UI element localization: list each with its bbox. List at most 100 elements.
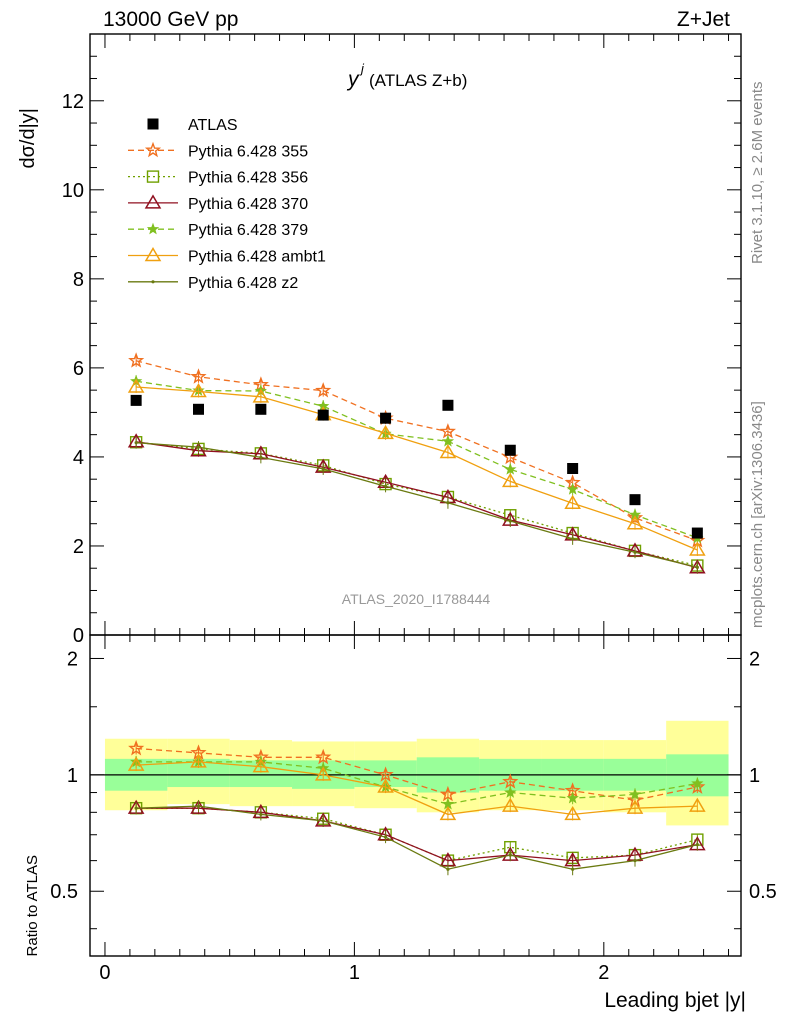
ratio-data-point — [134, 806, 138, 810]
ratio-data-point — [259, 812, 263, 817]
ratio-data-point — [439, 785, 456, 802]
data-point — [190, 368, 207, 384]
ratio-data-point — [314, 766, 332, 781]
series-line — [136, 441, 698, 567]
legend-marker — [144, 194, 162, 209]
ratio-y-tick-label: 0.5 — [50, 881, 78, 903]
y-tick-label: 10 — [62, 180, 84, 202]
legend-label: Pythia 6.428 z2 — [188, 275, 298, 292]
ratio-data-point — [564, 805, 581, 821]
data-point — [501, 472, 519, 488]
x-tick-label: 2 — [598, 962, 609, 984]
legend-label: Pythia 6.428 370 — [188, 196, 308, 213]
legend-item: Pythia 6.428 379 — [128, 222, 308, 239]
legend-label: Pythia 6.428 356 — [188, 170, 308, 187]
data-point — [130, 394, 142, 406]
ratio-data-point — [695, 843, 699, 847]
ratio-y-tick-label: 1 — [67, 765, 78, 787]
ratio-y-tick-label-right: 0.5 — [749, 881, 777, 903]
ratio-data-point — [315, 748, 332, 765]
data-point — [504, 444, 516, 456]
data-point — [315, 382, 332, 398]
ratio-data-point — [128, 739, 145, 756]
ratio-data-point — [127, 756, 145, 771]
ratio-data-point — [628, 787, 642, 800]
legend-marker — [146, 222, 160, 235]
data-point — [252, 388, 270, 403]
legend-item: Pythia 6.428 370 — [128, 194, 308, 213]
data-point — [127, 378, 145, 393]
ratio-data-point — [502, 773, 519, 789]
legend-label: Pythia 6.428 379 — [188, 222, 308, 239]
ratio-data-point — [252, 758, 270, 773]
ratio-y-axis-label: Ratio to ATLAS — [24, 855, 41, 956]
analysis-watermark: ATLAS_2020_I1788444 — [342, 591, 491, 607]
legend-item: Pythia 6.428 z2 — [128, 275, 298, 292]
series-line — [136, 441, 698, 569]
data-point — [446, 501, 450, 505]
x-axis-label: Leading bjet |y| — [604, 989, 746, 1012]
data-point — [508, 519, 512, 523]
data-point — [626, 515, 644, 530]
data-point — [255, 403, 267, 415]
title-superscript: j — [359, 61, 365, 76]
ratio-data-point — [633, 859, 637, 863]
data-point — [691, 527, 703, 539]
legend-item: ATLAS — [147, 117, 238, 134]
ratio-data-point — [691, 777, 704, 789]
y-tick-label: 4 — [73, 447, 84, 469]
legend-item: Pythia 6.428 356 — [128, 170, 308, 187]
legend-label: Pythia 6.428 ambt1 — [188, 249, 326, 266]
main-plot-title: y j (ATLAS Z+b) — [346, 61, 467, 91]
legend-marker — [144, 247, 162, 262]
x-tick-label: 0 — [99, 962, 110, 984]
ratio-series-line — [136, 747, 698, 801]
ratio-y-tick-label-right: 2 — [749, 648, 760, 670]
mcplots-label: mcplots.cern.ch [arXiv:1306.3436] — [749, 401, 766, 628]
header-left-label: 13000 GeV pp — [103, 8, 238, 31]
ratio-data-point — [566, 791, 579, 804]
y-tick-label: 12 — [62, 91, 84, 113]
legend-item: Pythia 6.428 ambt1 — [128, 247, 326, 266]
data-point — [196, 445, 201, 449]
data-point — [564, 494, 581, 509]
ratio-series-line — [136, 805, 698, 870]
ratio-data-point — [571, 867, 575, 871]
x-tick-label: 1 — [349, 962, 360, 984]
series-line — [136, 380, 698, 539]
data-point — [441, 434, 455, 447]
data-point — [380, 412, 392, 424]
data-point — [383, 484, 388, 488]
y-tick-label: 8 — [73, 269, 84, 291]
data-point — [439, 443, 457, 459]
ratio-series-line — [136, 761, 698, 805]
legend-label: ATLAS — [188, 117, 238, 134]
series-line — [135, 360, 698, 542]
data-point — [695, 565, 699, 569]
ratio-plot-frame — [89, 634, 742, 957]
legend-item: Pythia 6.428 355 — [128, 141, 308, 160]
data-point — [629, 494, 641, 506]
data-point — [571, 537, 575, 541]
data-point — [566, 482, 579, 495]
ratio-data-point — [377, 766, 394, 782]
rivet-version-label: Rivet 3.1.10, ≥ 2.6M events — [749, 82, 766, 265]
data-point — [128, 352, 145, 368]
ratio-y-tick-label-right: 1 — [749, 765, 760, 787]
y-tick-label: 0 — [73, 625, 84, 647]
series-line — [136, 442, 698, 568]
series-line — [136, 386, 698, 551]
legend-marker — [144, 141, 162, 158]
data-point — [689, 541, 706, 556]
main-y-axis-label: dσ/d|y| — [17, 108, 39, 169]
data-point — [321, 467, 325, 471]
data-point — [134, 441, 138, 445]
data-point — [190, 442, 207, 457]
ratio-data-point — [689, 797, 706, 812]
data-point — [504, 462, 517, 475]
ratio-data-point — [377, 778, 394, 793]
header-right-label: Z+Jet — [677, 8, 730, 31]
y-tick-label: 6 — [73, 358, 84, 380]
data-point — [377, 424, 394, 440]
